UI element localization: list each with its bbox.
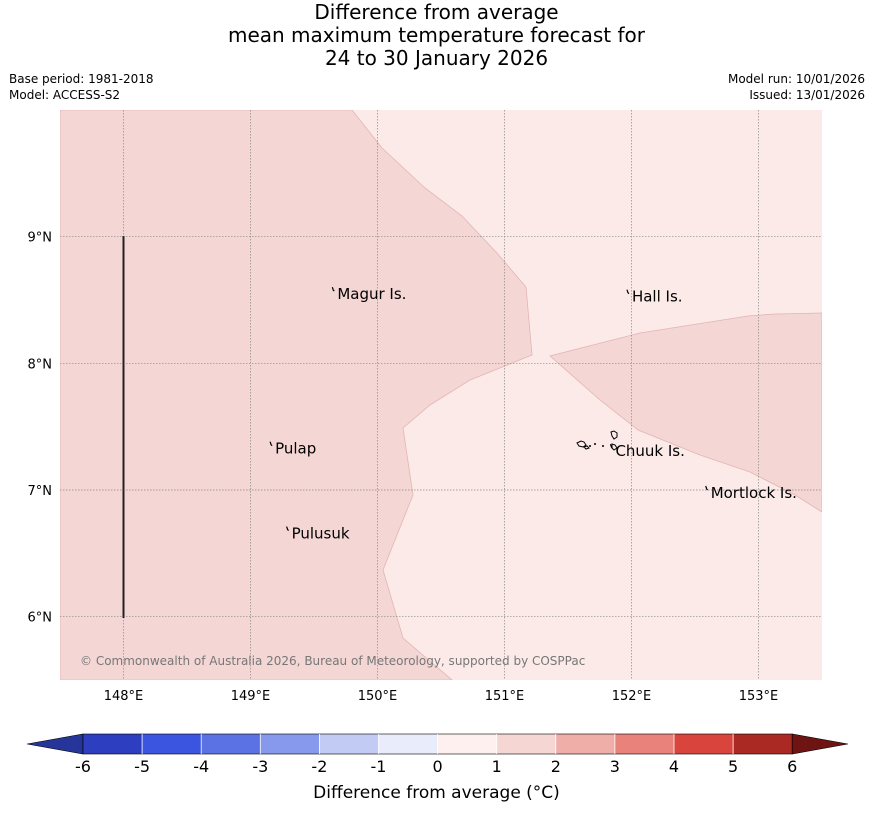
colorbar-tick-label: -2	[311, 757, 327, 776]
colorbar-tick-label: -5	[134, 757, 150, 776]
colorbar-label: Difference from average (°C)	[313, 783, 560, 803]
colorbar-segment	[674, 734, 734, 754]
lat-tick-label: 9°N	[28, 231, 53, 246]
colorbar-segment	[201, 734, 261, 754]
colorbar-segment	[378, 734, 438, 754]
forecast-map: Magur Is. Hall Is. Pulap Chuuk Is. Mortlock …	[26, 110, 849, 776]
lon-tick-label: 149°E	[231, 689, 271, 704]
anomaly-region-west	[60, 110, 533, 680]
island-mark	[626, 289, 630, 295]
lon-tick-label: 153°E	[739, 689, 779, 704]
place-label: Pulap	[275, 440, 316, 458]
colorbar-tick-label: 6	[787, 757, 797, 776]
island-mark	[286, 526, 290, 531]
colorbar-segment	[614, 734, 674, 754]
place-label: Mortlock Is.	[711, 484, 797, 502]
place-label: Hall Is.	[632, 288, 683, 306]
lon-tick-label: 152°E	[612, 689, 652, 704]
colorbar-extend-low	[26, 733, 84, 755]
island-mark	[331, 286, 335, 292]
title-line-3: 24 to 30 January 2026	[324, 46, 549, 70]
colorbar-segment	[142, 734, 202, 754]
chuuk-lagoon-west-islets	[576, 440, 590, 450]
lat-tick-label: 6°N	[28, 611, 53, 626]
meta-left: Base period: 1981-2018 Model: ACCESS-S2	[9, 71, 154, 103]
lat-tick-label: 8°N	[28, 357, 53, 372]
chuuk-islet	[589, 445, 591, 447]
colorbar-tick-label: -6	[75, 757, 91, 776]
colorbar-segment	[83, 734, 143, 754]
copyright-text: © Commonwealth of Australia 2026, Bureau…	[80, 654, 585, 668]
place-labels: Magur Is. Hall Is. Pulap Chuuk Is. Mortlock …	[269, 285, 797, 543]
base-period-text: Base period: 1981-2018	[9, 72, 154, 86]
colorbar-extend-high	[791, 733, 849, 755]
place-label: Magur Is.	[337, 285, 406, 303]
island-mark	[269, 441, 273, 447]
anomaly-region-east	[549, 312, 822, 513]
colorbar-tick-label: 1	[492, 757, 502, 776]
place-label: Pulusuk	[292, 525, 350, 543]
colorbar-tick-label: -3	[252, 757, 268, 776]
lat-tick-label: 7°N	[28, 484, 53, 499]
axis-labels: 148°E 149°E 150°E 151°E 152°E 153°E 9°N 8°N 7°N 6…	[28, 231, 779, 704]
colorbar-tick-label: 3	[610, 757, 620, 776]
colorbar-segment	[733, 734, 793, 754]
colorbar-segment	[555, 734, 615, 754]
model-run-text: Model run: 10/01/2026	[727, 72, 865, 86]
colorbar-tick-label: 4	[669, 757, 679, 776]
colorbar-segment	[260, 734, 320, 754]
colorbar-tick-label: -4	[193, 757, 209, 776]
colorbar-tick-label: 5	[728, 757, 738, 776]
colorbar-segment	[319, 734, 379, 754]
colorbar-tick-label: -1	[371, 757, 387, 776]
lon-tick-label: 151°E	[485, 689, 525, 704]
issued-text: Issued: 13/01/2026	[749, 88, 865, 102]
chuuk-islet	[594, 443, 596, 445]
place-label: Chuuk Is.	[615, 442, 684, 460]
title-line-2: mean maximum temperature forecast for	[227, 23, 645, 47]
colorbar-tick-label: 2	[551, 757, 561, 776]
colorbar-tick-label: 0	[433, 757, 443, 776]
meta-right: Model run: 10/01/2026 Issued: 13/01/2026	[728, 71, 865, 103]
island-mark	[609, 444, 613, 449]
chuuk-islet	[602, 445, 604, 447]
graticule	[60, 110, 822, 680]
title-line-1: Difference from average	[314, 0, 559, 24]
lon-tick-label: 150°E	[358, 689, 398, 704]
colorbar-segment	[496, 734, 556, 754]
island-mark	[705, 485, 709, 491]
colorbar: -6 -5 -4 -3 -2 -1 0 1 2 3 4 5 6	[26, 733, 849, 776]
colorbar-segment	[437, 734, 497, 754]
lon-tick-label: 148°E	[104, 689, 144, 704]
model-text: Model: ACCESS-S2	[9, 88, 121, 102]
